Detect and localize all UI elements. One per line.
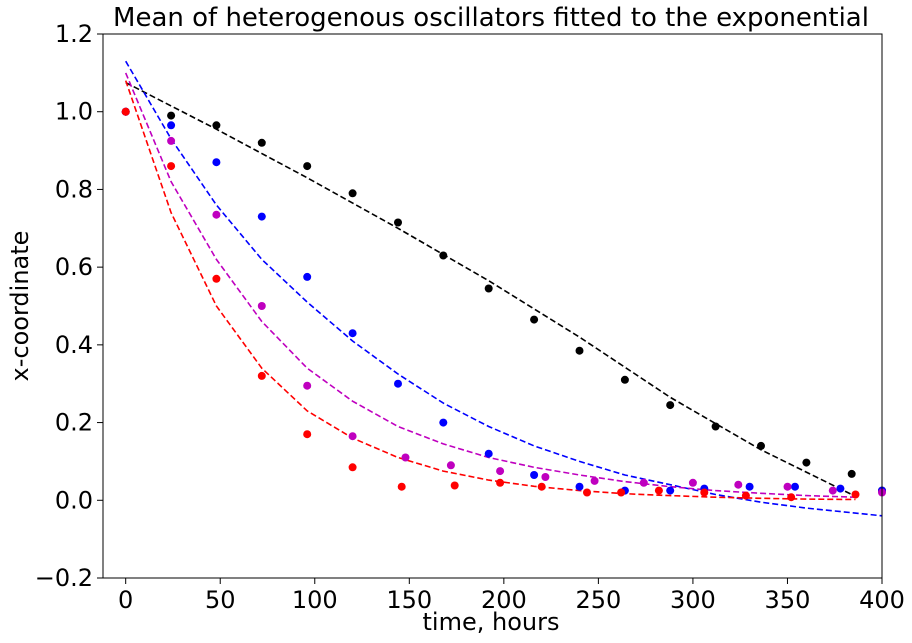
x-tick-label: 200 bbox=[481, 586, 527, 614]
data-point-1 bbox=[666, 486, 675, 495]
data-point-3 bbox=[654, 486, 663, 495]
plot-frame bbox=[102, 33, 883, 579]
data-point-2 bbox=[446, 461, 455, 470]
y-tick-label: −0.2 bbox=[35, 564, 93, 592]
data-point-3 bbox=[851, 490, 860, 499]
data-point-2 bbox=[257, 302, 266, 310]
data-point-0 bbox=[802, 458, 811, 467]
data-point-3 bbox=[257, 371, 266, 380]
data-point-0 bbox=[167, 111, 176, 120]
y-tick-label: 0.8 bbox=[55, 175, 93, 203]
data-point-2 bbox=[348, 432, 357, 441]
data-point-2 bbox=[639, 478, 648, 487]
data-point-1 bbox=[167, 121, 176, 130]
data-point-1 bbox=[575, 482, 584, 491]
data-point-3 bbox=[167, 162, 176, 171]
y-tick-label: 0.4 bbox=[55, 331, 93, 359]
data-point-3 bbox=[787, 493, 796, 502]
y-tick-label: 0.0 bbox=[55, 486, 93, 514]
x-tick-label: 0 bbox=[118, 586, 133, 614]
data-point-0 bbox=[847, 469, 856, 478]
axis-ticks: 0 50 100 150 200 250 300 350 400 −0.2 0.0 0.2 0.4 0.6… bbox=[35, 20, 905, 614]
data-point-0 bbox=[303, 162, 312, 171]
y-tick-label: 1.2 bbox=[55, 20, 93, 48]
data-point-1 bbox=[212, 158, 221, 167]
data-point-0 bbox=[257, 138, 266, 147]
data-point-0 bbox=[439, 251, 448, 260]
data-point-1 bbox=[439, 418, 448, 427]
data-point-0 bbox=[530, 315, 539, 324]
data-point-3 bbox=[348, 463, 357, 472]
data-point-0 bbox=[212, 121, 221, 130]
data-point-0 bbox=[484, 284, 493, 293]
data-point-2 bbox=[212, 210, 221, 219]
data-points bbox=[121, 107, 886, 502]
data-point-3 bbox=[583, 488, 591, 497]
data-point-2 bbox=[590, 476, 599, 485]
data-point-3 bbox=[741, 491, 750, 500]
y-tick-label: 0.2 bbox=[55, 409, 93, 437]
data-point-0 bbox=[711, 422, 720, 431]
y-axis-label: x-coordinate bbox=[6, 231, 34, 382]
data-point-2 bbox=[828, 486, 837, 495]
data-point-2 bbox=[734, 480, 743, 489]
data-point-1 bbox=[257, 212, 266, 221]
data-point-2 bbox=[541, 473, 550, 481]
x-axis-label: time, hours bbox=[423, 608, 560, 636]
data-point-3 bbox=[450, 481, 459, 490]
data-point-2 bbox=[167, 136, 176, 145]
data-point-2 bbox=[783, 482, 792, 491]
x-tick-label: 100 bbox=[292, 586, 338, 614]
fit-line-1 bbox=[125, 60, 883, 517]
data-point-3 bbox=[212, 274, 221, 283]
x-tick-label: 150 bbox=[386, 586, 432, 614]
x-tick-label: 50 bbox=[205, 586, 236, 614]
data-point-0 bbox=[757, 441, 765, 450]
data-point-3 bbox=[303, 430, 312, 439]
x-tick-label: 250 bbox=[575, 586, 621, 614]
data-point-3 bbox=[496, 478, 505, 487]
data-point-0 bbox=[394, 218, 402, 227]
data-point-0 bbox=[620, 375, 629, 384]
data-point-3 bbox=[700, 488, 709, 497]
x-tick-label: 350 bbox=[765, 586, 811, 614]
fit-line-0 bbox=[125, 81, 853, 496]
data-point-2 bbox=[303, 381, 312, 390]
data-point-3 bbox=[537, 482, 546, 491]
data-point-3 bbox=[397, 482, 406, 491]
data-point-3 bbox=[617, 488, 626, 497]
data-point-1 bbox=[836, 484, 845, 493]
data-point-2 bbox=[688, 478, 697, 487]
data-point-1 bbox=[791, 482, 799, 491]
data-point-1 bbox=[348, 329, 357, 338]
fit-lines bbox=[124, 60, 883, 517]
data-point-3 bbox=[121, 107, 130, 116]
fit-line-3 bbox=[124, 80, 856, 501]
data-point-1 bbox=[530, 471, 539, 479]
x-tick-label: 300 bbox=[670, 586, 716, 614]
data-point-0 bbox=[348, 189, 357, 198]
data-point-1 bbox=[303, 272, 312, 281]
chart-title: Mean of heterogenous oscillators fitted … bbox=[113, 3, 869, 33]
y-tick-label: 0.6 bbox=[55, 253, 93, 281]
data-point-1 bbox=[394, 379, 402, 388]
data-point-0 bbox=[575, 346, 584, 355]
data-point-1 bbox=[484, 449, 493, 458]
x-tick-label: 400 bbox=[859, 586, 905, 614]
y-tick-label: 1.0 bbox=[55, 98, 93, 126]
data-point-0 bbox=[666, 401, 675, 410]
data-point-2 bbox=[401, 453, 410, 462]
data-point-2 bbox=[496, 467, 505, 476]
data-point-1 bbox=[745, 482, 754, 491]
